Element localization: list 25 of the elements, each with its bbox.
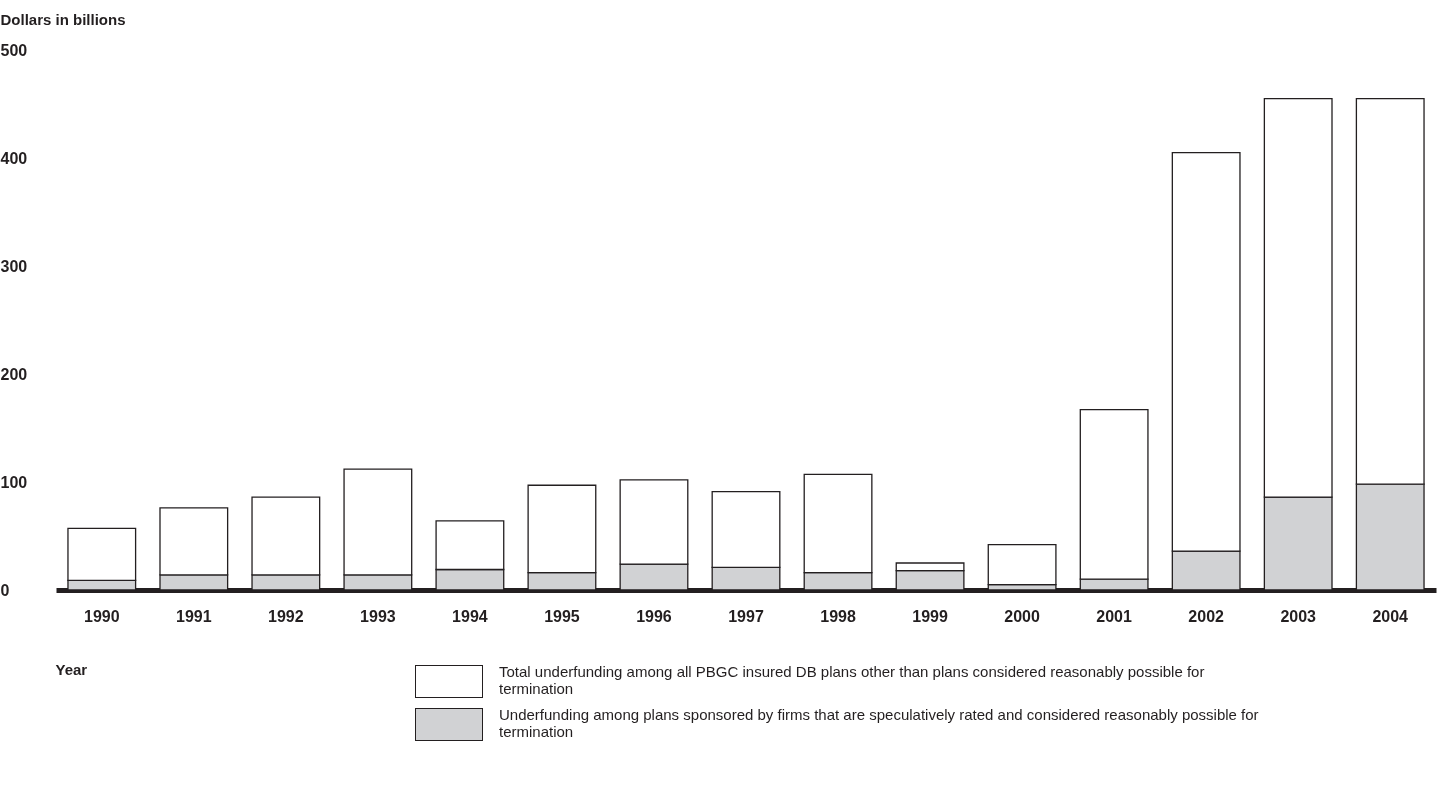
x-tick-label: 1997 (728, 607, 764, 625)
x-tick-label: 1992 (268, 607, 304, 625)
x-tick-label: 2002 (1188, 607, 1225, 625)
x-tick-label: 2003 (1280, 607, 1317, 625)
legend-label: Underfunding among plans sponsored by firms that are speculatively rated and considered reasonably possible for termination (499, 706, 1260, 740)
y-tick-label: 0 (0, 581, 10, 599)
x-axis-title: Year (55, 660, 88, 678)
y-tick-label: 300 (0, 257, 28, 275)
legend-label: Total underfunding among all PBGC insured DB plans other than plans considered reasonably possible for termination (499, 663, 1206, 697)
y-tick-label: 200 (0, 365, 28, 383)
x-tick-label: 2001 (1096, 607, 1133, 625)
x-tick-label: 1993 (360, 607, 396, 625)
y-tick-label: 500 (0, 41, 28, 59)
x-tick-label: 2000 (1004, 607, 1040, 625)
x-tick-label: 1990 (83, 607, 120, 625)
x-tick-label: 1994 (452, 607, 488, 625)
x-tick-label: 1991 (176, 607, 212, 625)
y-tick-label: 100 (0, 473, 28, 491)
x-tick-label: 1995 (544, 607, 580, 625)
y-axis-title: Dollars in billions (0, 10, 126, 28)
x-tick-label: 1998 (820, 607, 856, 625)
x-tick-label: 1999 (912, 607, 948, 625)
x-tick-label: 1996 (636, 607, 672, 625)
y-tick-label: 400 (0, 149, 28, 167)
x-tick-label: 2004 (1372, 607, 1409, 625)
